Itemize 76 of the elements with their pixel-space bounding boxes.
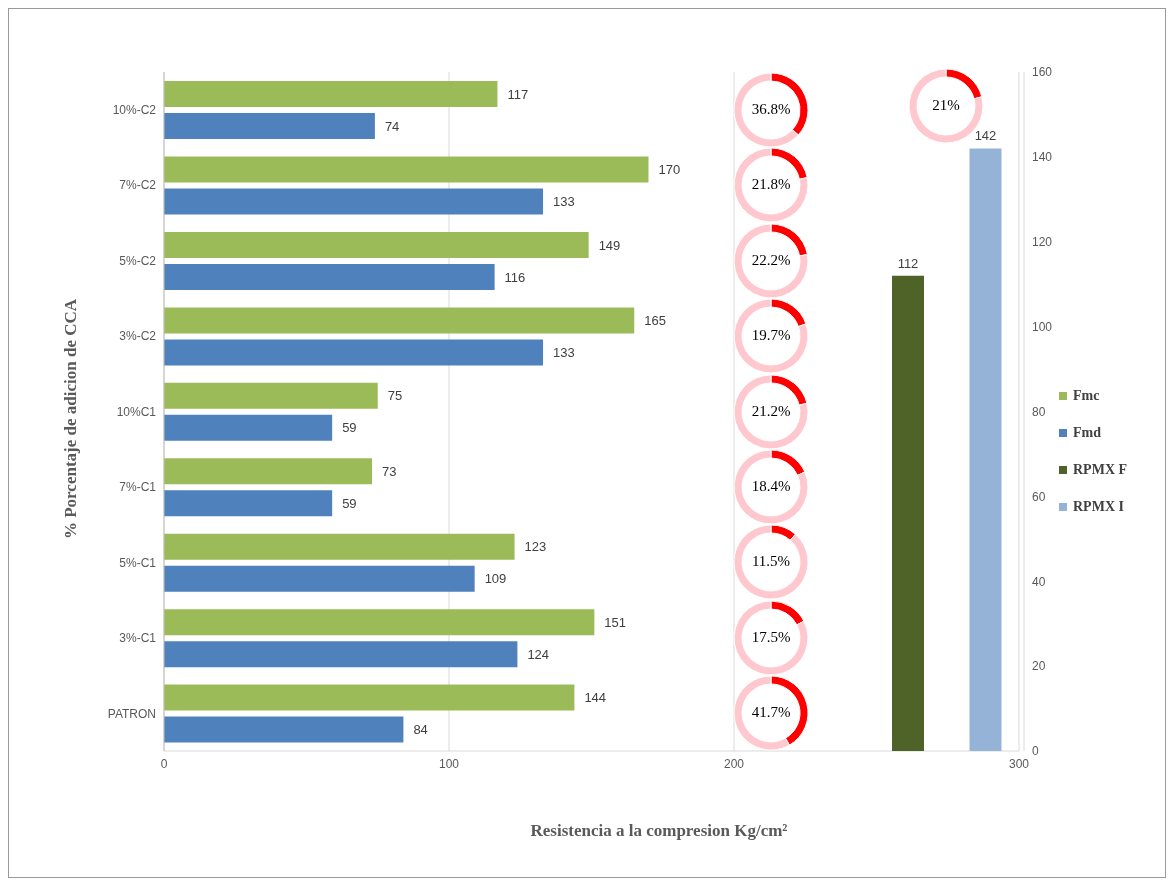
annotation: 18.4% <box>750 477 792 495</box>
x-tick-label: 200 <box>723 756 745 771</box>
bar <box>164 609 595 636</box>
bar <box>164 490 333 517</box>
annotation: 19.7% <box>750 327 792 345</box>
bar <box>164 81 498 108</box>
y-tick-label: 60 <box>1032 489 1046 504</box>
y-tick-label: 120 <box>1032 235 1053 250</box>
data-label: 149 <box>598 237 621 253</box>
data-label: 123 <box>524 539 547 555</box>
bar <box>164 641 518 668</box>
annotation: 17.5% <box>750 628 792 646</box>
bar <box>164 307 635 334</box>
data-label: 59 <box>342 420 357 436</box>
bar <box>164 458 373 485</box>
y-tick-label: 80 <box>1032 404 1046 419</box>
data-label: 165 <box>644 313 666 328</box>
data-label: 74 <box>384 118 400 134</box>
data-label: 73 <box>382 463 397 479</box>
y-tick-label: 5%-C1 <box>119 555 157 570</box>
annotation: 41.7% <box>750 704 792 722</box>
data-label: 133 <box>553 345 575 360</box>
data-label: 112 <box>897 255 919 271</box>
bar <box>164 339 544 366</box>
annotation: 11.5% <box>750 553 792 571</box>
y-tick-label: 20 <box>1032 659 1046 674</box>
y-tick-label: 0 <box>1032 744 1039 759</box>
y-tick-label: 7%-C2 <box>119 178 157 193</box>
y-tick-label: 140 <box>1032 150 1053 165</box>
data-label: 117 <box>507 86 529 102</box>
y-axis-title: % Porcentaje de adicion de CCA <box>61 298 81 541</box>
y-tick-label: 40 <box>1032 574 1046 589</box>
data-label: 109 <box>484 571 507 587</box>
annotation: 36.8% <box>750 100 792 118</box>
bar <box>164 188 544 215</box>
x-axis-title: Resistencia a la compresion Kg/cm² <box>529 821 789 841</box>
y-tick-label: 5%-C2 <box>119 253 157 268</box>
data-label: 142 <box>974 128 997 144</box>
data-label: 124 <box>527 646 550 662</box>
bar <box>164 716 404 743</box>
bar <box>164 684 575 711</box>
legend-label: RPMX F <box>1073 461 1128 478</box>
x-tick-label: 100 <box>438 756 460 771</box>
y-tick-label: 160 <box>1032 65 1053 80</box>
bar <box>164 263 495 290</box>
y-tick-label: 3%-C2 <box>119 329 157 344</box>
legend-label: RPMX I <box>1073 498 1124 515</box>
bar <box>164 231 589 258</box>
annotation: 21.2% <box>750 402 792 420</box>
annotation: 21.8% <box>750 176 792 194</box>
annotation: 22.2% <box>750 251 792 269</box>
legend-label: Fmd <box>1073 424 1101 441</box>
y-tick-label: 7%-C1 <box>119 480 157 495</box>
bar <box>164 156 649 183</box>
data-label: 84 <box>413 722 428 738</box>
bar <box>164 414 333 441</box>
data-label: 151 <box>604 614 627 630</box>
legend-label: Fmc <box>1073 387 1100 404</box>
x-tick-label: 300 <box>1008 756 1030 771</box>
y-tick-label: PATRON <box>107 706 156 721</box>
bar <box>164 533 515 560</box>
y-tick-label: 10%C1 <box>116 404 157 419</box>
bar <box>164 565 475 592</box>
x-tick-label: 0 <box>160 756 168 771</box>
y-tick-label: 3%-C1 <box>119 631 157 646</box>
y-tick-label: 10%-C2 <box>112 102 157 117</box>
y-tick-label: 100 <box>1032 319 1053 334</box>
bar <box>164 113 375 140</box>
data-label: 170 <box>658 162 681 178</box>
data-label: 133 <box>553 194 575 210</box>
annotation: 21% <box>931 96 961 114</box>
data-label: 59 <box>342 495 357 511</box>
data-label: 144 <box>584 690 607 706</box>
data-label: 75 <box>387 388 403 404</box>
bar <box>164 382 378 409</box>
data-label: 116 <box>504 269 526 285</box>
